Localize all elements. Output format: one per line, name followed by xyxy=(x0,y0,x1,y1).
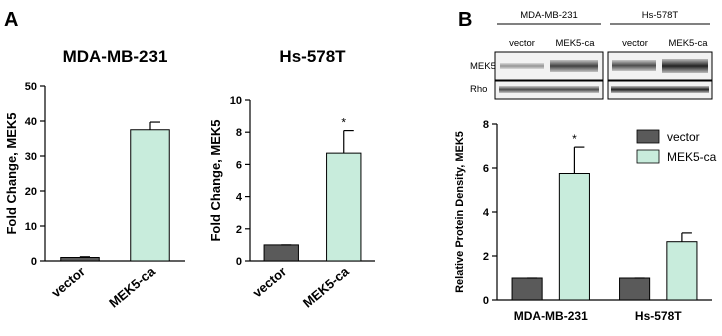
bar xyxy=(130,129,170,262)
blot-row-label: MEK5 xyxy=(470,61,496,72)
significance-mark: * xyxy=(572,132,577,146)
legend-swatch xyxy=(636,149,660,164)
bar xyxy=(619,277,651,301)
error-bar xyxy=(573,146,585,174)
panel-label: A xyxy=(4,9,18,31)
blot-band xyxy=(500,63,544,69)
blot-condition: MEK5-ca xyxy=(555,38,595,49)
x-tick-label: vector xyxy=(48,264,88,301)
y-tick-label: 8 xyxy=(236,127,242,139)
bar xyxy=(511,277,543,301)
x-tick-label: MEK5-ca xyxy=(300,263,352,310)
blot-condition: vector xyxy=(509,38,535,49)
y-tick-label: 20 xyxy=(25,186,37,198)
error-bar xyxy=(149,121,160,130)
y-tick-label: 2 xyxy=(236,224,242,236)
error-bar xyxy=(681,232,692,242)
blot-row-label: Rho xyxy=(470,84,487,95)
blot-condition: MEK5-ca xyxy=(668,38,708,49)
y-axis-label: Fold Change, MEK5 xyxy=(208,119,223,241)
bar xyxy=(558,173,590,301)
blot-band xyxy=(612,60,656,71)
y-tick-label: 4 xyxy=(483,207,490,219)
blot-band xyxy=(550,60,598,72)
y-tick-label: 0 xyxy=(31,256,37,268)
legend-label: MEK5-ca xyxy=(667,150,717,164)
y-axis-label: Fold Change, MEK5 xyxy=(4,112,19,234)
legend-label: vector xyxy=(667,130,700,144)
bar xyxy=(666,241,698,301)
y-tick-label: 40 xyxy=(25,116,37,128)
blot-cell-line: Hs-578T xyxy=(642,10,679,21)
x-tick-label: MDA-MB-231 xyxy=(514,309,588,323)
chart-title: MDA-MB-231 xyxy=(63,47,168,66)
y-tick-label: 4 xyxy=(236,192,243,204)
y-axis-label: Relative Protein Density, MEK5 xyxy=(454,131,466,293)
y-tick-label: 30 xyxy=(25,151,37,163)
y-tick-label: 6 xyxy=(236,159,242,171)
bar xyxy=(326,152,362,262)
y-tick-label: 10 xyxy=(25,221,37,233)
x-tick-label: MEK5-ca xyxy=(106,263,158,310)
y-tick-label: 0 xyxy=(483,295,489,307)
x-tick-label: vector xyxy=(250,264,290,301)
blot-cell-line: MDA-MB-231 xyxy=(520,10,578,21)
significance-mark: * xyxy=(341,116,346,130)
legend-swatch xyxy=(636,129,660,144)
blot-condition: vector xyxy=(622,38,648,49)
y-tick-label: 50 xyxy=(25,81,37,93)
blot-band xyxy=(611,86,709,93)
chart-title: Hs-578T xyxy=(279,47,346,66)
y-tick-label: 10 xyxy=(230,95,242,107)
y-tick-label: 8 xyxy=(483,119,489,131)
panel-label: B xyxy=(458,9,472,31)
western-blot: MDA-MB-231 Hs-578T vector MEK5-ca vector… xyxy=(470,10,713,100)
blot-band xyxy=(499,86,599,93)
bar xyxy=(60,257,100,262)
bar xyxy=(263,244,299,262)
x-tick-label: Hs-578T xyxy=(635,309,682,323)
y-tick-label: 2 xyxy=(483,251,489,263)
blot-band xyxy=(662,59,708,73)
y-tick-label: 6 xyxy=(483,163,489,175)
error-bar xyxy=(79,256,90,258)
y-tick-label: 0 xyxy=(236,256,242,268)
error-bar xyxy=(343,129,354,154)
